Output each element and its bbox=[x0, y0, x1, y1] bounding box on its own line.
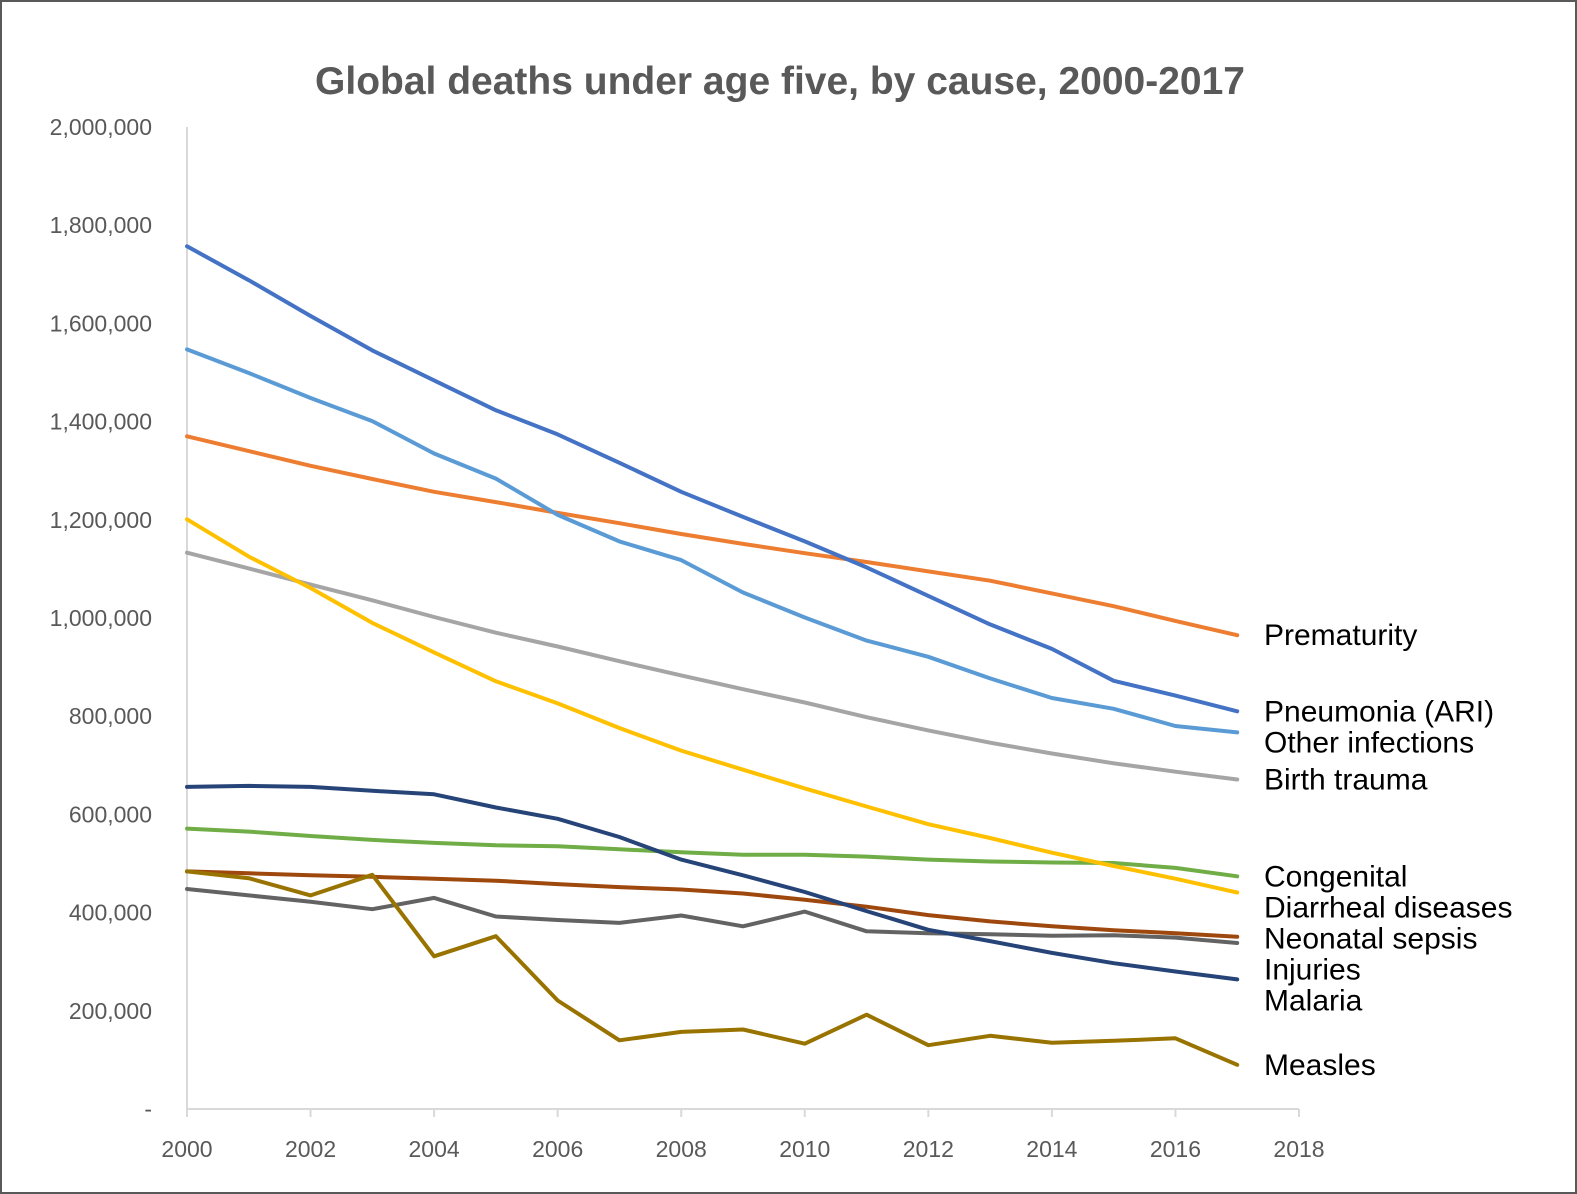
axes bbox=[186, 127, 1299, 1110]
series-line-malaria bbox=[185, 783, 1240, 982]
series-line-birth-trauma bbox=[185, 550, 1240, 782]
y-tick-label: 1,000,000 bbox=[50, 605, 152, 631]
y-tick-label: 200,000 bbox=[69, 998, 152, 1024]
series-label-prematurity: Prematurity bbox=[1264, 619, 1417, 652]
x-tick-label: 2012 bbox=[903, 1136, 954, 1162]
y-tick-label: - bbox=[144, 1096, 152, 1122]
y-tick-label: 800,000 bbox=[69, 703, 152, 729]
y-tick-label: 1,600,000 bbox=[50, 310, 152, 336]
series-label-malaria: Malaria bbox=[1264, 984, 1363, 1017]
x-tick-label: 2014 bbox=[1026, 1136, 1077, 1162]
y-tick-label: 2,000,000 bbox=[50, 114, 152, 140]
series-label-measles: Measles bbox=[1264, 1049, 1376, 1082]
y-tick-label: 600,000 bbox=[69, 801, 152, 827]
y-tick-label: 400,000 bbox=[69, 900, 152, 926]
x-tick-label: 2010 bbox=[779, 1136, 830, 1162]
x-tick-label: 2016 bbox=[1150, 1136, 1201, 1162]
series-line-prematurity bbox=[185, 434, 1240, 638]
x-tick-label: 2018 bbox=[1273, 1136, 1324, 1162]
series-line-congenital bbox=[185, 826, 1240, 879]
series-label-injuries: Injuries bbox=[1264, 953, 1361, 986]
x-axis-ticks: 2000 2002 2004 2006 2008 2010 2012 2014 2016 2018 bbox=[161, 1109, 1325, 1162]
x-tick-label: 2008 bbox=[656, 1136, 707, 1162]
y-tick-label: 1,200,000 bbox=[50, 507, 152, 533]
y-axis-ticks: - 200,000 400,000 600,000 800,000 1,000,000 1,… bbox=[50, 114, 152, 1122]
x-tick-label: 2006 bbox=[532, 1136, 583, 1162]
series-label-birth-trauma: Birth trauma bbox=[1264, 764, 1428, 797]
y-tick-label: 1,800,000 bbox=[50, 212, 152, 238]
y-tick-label: 1,400,000 bbox=[50, 409, 152, 435]
series-line-diarrheal-diseases bbox=[185, 517, 1240, 895]
series-labels: Prematurity Pneumonia (ARI)Other infectio… bbox=[1264, 619, 1512, 1082]
series-line-pneumonia-ari bbox=[185, 244, 1240, 714]
series-line-injuries bbox=[185, 887, 1240, 945]
series-label-other-infections: Other infections bbox=[1264, 726, 1474, 759]
series-label-neonatal-sepsis: Neonatal sepsis bbox=[1264, 922, 1477, 955]
series-label-pneumonia-ari: Pneumonia (ARI) bbox=[1264, 695, 1494, 728]
series-lines bbox=[185, 244, 1240, 1067]
series-label-congenital: Congenital bbox=[1264, 860, 1407, 893]
x-tick-label: 2002 bbox=[285, 1136, 336, 1162]
series-line-other-infections bbox=[185, 347, 1240, 735]
chart-title: Global deaths under age five, by cause, … bbox=[315, 60, 1245, 103]
series-label-diarrheal-diseases: Diarrheal diseases bbox=[1264, 891, 1512, 924]
series-line-measles bbox=[185, 869, 1240, 1067]
x-tick-label: 2004 bbox=[409, 1136, 460, 1162]
x-tick-label: 2000 bbox=[161, 1136, 212, 1162]
